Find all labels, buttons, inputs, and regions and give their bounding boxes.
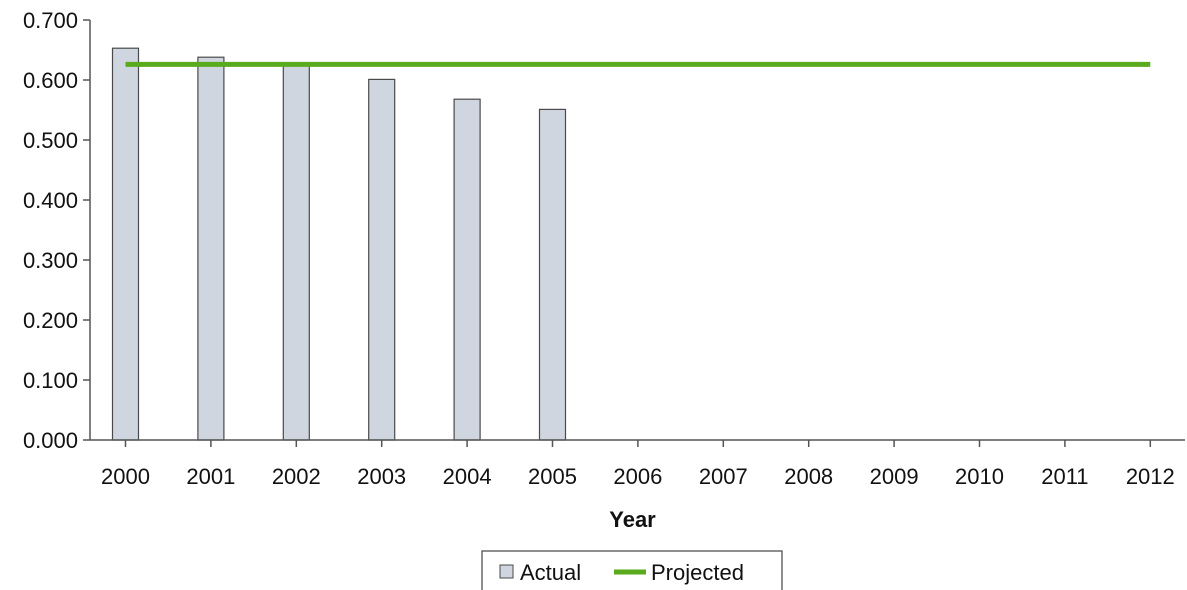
bar-actual-2002 [282, 64, 310, 441]
x-tick-label: 2008 [784, 464, 833, 489]
y-tick-label: 0.500 [23, 128, 78, 153]
x-tick-label: 2009 [870, 464, 919, 489]
actual-bars [111, 47, 567, 441]
bar-actual-2004 [453, 98, 481, 441]
legend-projected-label: Projected [651, 560, 744, 585]
legend: Actual Projected [481, 550, 783, 590]
y-tick-label: 0.600 [23, 68, 78, 93]
x-tick-label: 2010 [955, 464, 1004, 489]
legend-actual-swatch [499, 564, 514, 579]
x-tick-label: 2011 [1041, 464, 1088, 489]
x-tick-label: 2012 [1126, 464, 1175, 489]
x-tick-label: 2001 [186, 464, 235, 489]
bar-actual-2003 [368, 78, 396, 441]
x-tick-label: 2005 [528, 464, 577, 489]
y-tick-label: 0.300 [23, 248, 78, 273]
bar-actual-2000 [111, 47, 140, 441]
x-tick-label: 2004 [443, 464, 492, 489]
x-tick-label: 2003 [357, 464, 406, 489]
x-tick-label: 2006 [613, 464, 662, 489]
x-axis-title: Year [609, 507, 656, 532]
y-tick-label: 0.100 [23, 368, 78, 393]
bar-actual-2005 [538, 108, 567, 441]
y-tick-label: 0.400 [23, 188, 78, 213]
legend-actual-label: Actual [520, 560, 581, 585]
y-tick-label: 0.700 [23, 8, 78, 33]
x-tick-label: 2007 [699, 464, 748, 489]
x-axis-ticks: 2000 2001 2002 2003 2004 2005 2006 2007 2008 2009… [101, 440, 1175, 489]
x-tick-label: 2002 [272, 464, 321, 489]
x-tick-label: 2000 [101, 464, 150, 489]
y-tick-label: 0.200 [23, 308, 78, 333]
y-axis-ticks: 0.000 0.100 0.200 0.300 0.400 0.500 0.600 0.700 [23, 8, 90, 453]
y-tick-label: 0.000 [23, 428, 78, 453]
bar-actual-2001 [197, 56, 225, 441]
